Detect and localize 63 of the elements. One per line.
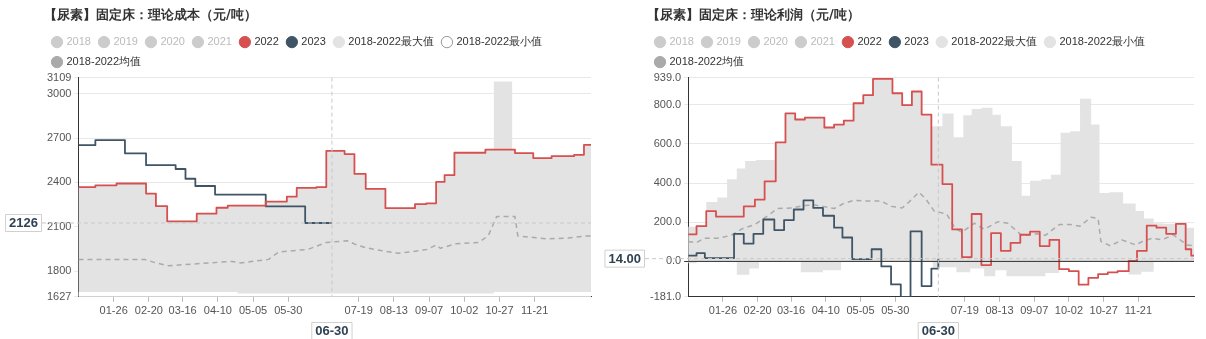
legend-label: 2019 <box>113 35 138 48</box>
y-tick-label: 400.0 <box>653 176 682 189</box>
x-tick-label: 09-07 <box>415 304 444 317</box>
ref-line-label: 2126 <box>9 215 38 231</box>
legend-label: 2022 <box>254 35 279 48</box>
legend-label: 2021 <box>810 35 835 48</box>
legend-label: 2020 <box>763 35 788 48</box>
legend-label: 2018-2022最大值 <box>951 35 1037 48</box>
y-tick-label: 2100 <box>46 219 72 232</box>
x-tick-label: 03-16 <box>168 304 197 317</box>
legend-label: 2018-2022最大值 <box>348 35 434 48</box>
y-tick-label: 200.0 <box>653 215 682 228</box>
legend-label: 2021 <box>207 35 232 48</box>
chart-title: 【尿素】固定床：理论利润（元/吨） <box>647 7 860 23</box>
y-tick-label: 1800 <box>46 264 72 277</box>
y-tick-label: -181.0 <box>649 289 682 302</box>
y-tick-label: 600.0 <box>653 136 682 149</box>
chart-title: 【尿素】固定床：理论成本（元/吨） <box>44 7 257 23</box>
x-tick-label: 01-26 <box>99 304 128 317</box>
x-tick-label: 05-30 <box>274 304 303 317</box>
x-tick-label: 02-20 <box>134 304 163 317</box>
ref-line-label: 06-30 <box>315 323 349 339</box>
x-tick-label: 01-26 <box>708 304 737 317</box>
legend-label: 2018-2022均值 <box>669 55 745 68</box>
legend-label: 2018-2022最小值 <box>1059 35 1146 48</box>
x-tick-label: 02-20 <box>743 304 772 317</box>
x-tick-label: 07-19 <box>950 304 979 317</box>
y-tick-label: 2700 <box>46 131 72 144</box>
legend-label: 2022 <box>857 35 882 48</box>
y-tick-label: 939.0 <box>653 70 682 83</box>
y-tick-label: 1627 <box>46 289 72 302</box>
y-tick-label: 2400 <box>46 175 72 188</box>
x-tick-label: 03-16 <box>776 304 806 317</box>
x-tick-label: 08-13 <box>379 304 408 317</box>
x-tick-label: 10-27 <box>485 304 514 317</box>
ref-line-label: 14.00 <box>608 250 642 266</box>
legend-label: 2023 <box>904 35 929 48</box>
y-tick-label: 3000 <box>46 86 72 99</box>
legend-label: 2018 <box>66 35 91 48</box>
x-tick-label: 10-27 <box>1089 304 1118 317</box>
y-tick-label: 800.0 <box>653 97 682 110</box>
x-tick-label: 07-19 <box>344 304 373 317</box>
x-tick-label: 05-05 <box>846 304 875 317</box>
legend-label: 2018-2022最小值 <box>456 35 543 48</box>
line-series <box>78 215 591 267</box>
y-tick-label: 3109 <box>46 70 72 83</box>
x-tick-label: 04-10 <box>203 304 232 317</box>
x-tick-label: 05-05 <box>239 304 268 317</box>
legend-label: 2019 <box>716 35 741 48</box>
ref-line-label: 06-30 <box>921 323 955 339</box>
x-tick-label: 10-02 <box>1054 304 1084 317</box>
y-tick-label: 0.0 <box>665 254 682 267</box>
legend-label: 2020 <box>160 35 185 48</box>
x-tick-label: 05-30 <box>881 304 910 317</box>
legend-label: 2018 <box>669 35 694 48</box>
x-tick-label: 08-13 <box>985 304 1014 317</box>
legend-label: 2023 <box>301 35 326 48</box>
x-tick-label: 04-10 <box>811 304 840 317</box>
legend-label: 2018-2022均值 <box>66 55 142 68</box>
x-tick-label: 11-21 <box>521 304 549 317</box>
x-tick-label: 09-07 <box>1020 304 1049 317</box>
x-tick-label: 10-02 <box>450 304 479 317</box>
x-tick-label: 11-21 <box>1124 304 1153 317</box>
